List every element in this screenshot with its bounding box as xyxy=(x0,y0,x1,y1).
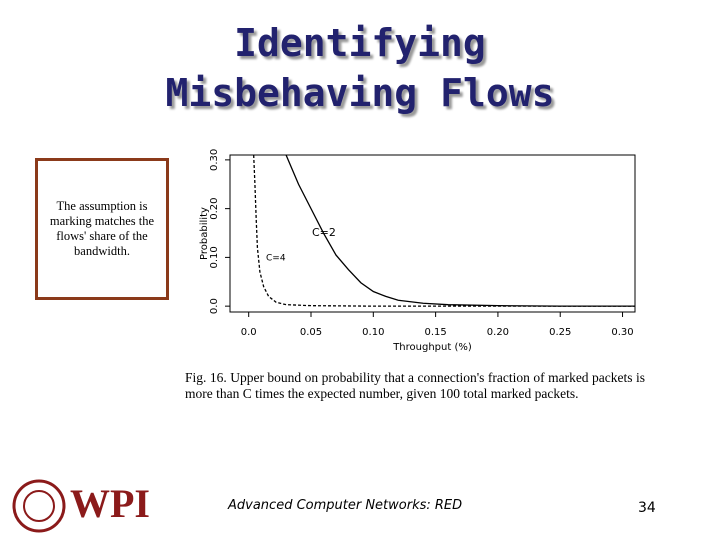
page-number: 34 xyxy=(638,500,656,516)
note-text: The assumption is marking matches the fl… xyxy=(49,199,155,258)
y-tick-label: 0.0 xyxy=(209,298,220,314)
title-line: Identifying xyxy=(234,21,486,65)
slide-title: Identifying Misbehaving Flows xyxy=(0,18,720,118)
y-tick-label: 0.10 xyxy=(209,246,220,268)
y-tick-label: 0.20 xyxy=(209,198,220,220)
chart: 0.0 0.05 0.10 0.15 0.20 0.25 0.30 0.0 0.10 0.20 0.… xyxy=(199,149,636,353)
seal xyxy=(12,479,66,533)
series-label: C=4 xyxy=(266,254,286,264)
series-line xyxy=(253,155,635,307)
seal-inner xyxy=(23,490,55,522)
logo: WPI xyxy=(12,479,150,533)
y-axis-label: Probability xyxy=(199,207,210,260)
note-box: The assumption is marking matches the fl… xyxy=(35,158,169,300)
y-tick-label: 0.30 xyxy=(209,149,220,171)
logo-text: WPI xyxy=(70,481,150,526)
x-tick-label: 0.0 xyxy=(241,327,257,338)
x-tick-label: 0.30 xyxy=(611,327,633,338)
plot-frame xyxy=(229,154,636,313)
series-label: C=2 xyxy=(312,226,336,239)
series-line xyxy=(285,155,635,307)
figure-caption: Fig. 16. Upper bound on probability that… xyxy=(185,370,645,401)
x-tick-label: 0.10 xyxy=(362,327,384,338)
x-axis-label: Throughput (%) xyxy=(392,342,472,353)
x-tick-label: 0.05 xyxy=(300,327,322,338)
x-tick-label: 0.20 xyxy=(487,327,509,338)
x-tick-label: 0.15 xyxy=(424,327,446,338)
title-line: Misbehaving Flows xyxy=(165,71,555,115)
footer-course: Advanced Computer Networks: RED xyxy=(228,498,463,513)
x-tick-label: 0.25 xyxy=(549,327,571,338)
